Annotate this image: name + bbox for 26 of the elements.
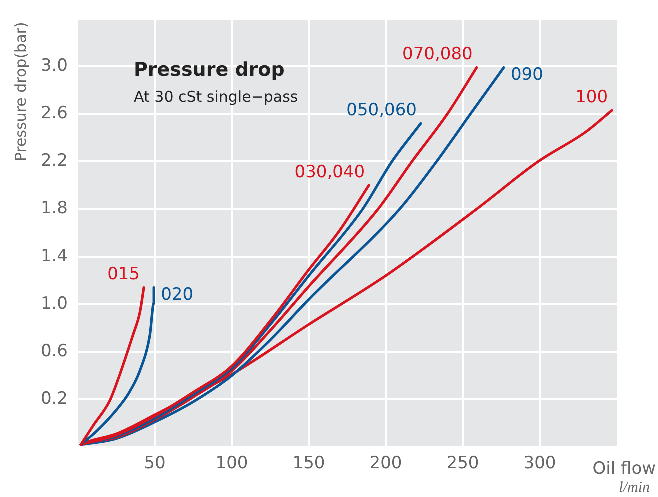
y-axis-title: Pressure drop(bar)	[12, 22, 30, 162]
y-tick-label: 3.0	[40, 56, 68, 76]
y-tick-label: 2.2	[40, 151, 68, 172]
y-tick-label: 0.6	[40, 341, 68, 362]
series-label: 070,080	[402, 44, 473, 65]
y-tick-label: 1.4	[40, 246, 68, 266]
series-label: 100	[576, 88, 608, 108]
y-tick-label: 1.0	[40, 294, 68, 314]
text: Pressure drop	[134, 59, 285, 81]
x-tick-label: 50	[144, 454, 166, 474]
series-label: 030,040	[294, 162, 366, 182]
series-label: 090	[510, 65, 544, 86]
x-axis-title: Oil flow	[592, 459, 656, 479]
x-tick-label: 100	[216, 454, 248, 474]
y-tick-label: 1.8	[40, 198, 68, 219]
x-tick-label: 200	[370, 454, 402, 474]
x-tick-label: 150	[292, 454, 326, 474]
series-label: 050,060	[346, 100, 417, 121]
text: l/min	[619, 480, 650, 496]
x-tick-label: 300	[524, 454, 556, 474]
y-tick-label: 2.6	[40, 104, 68, 124]
series-label: 015	[108, 264, 140, 285]
series-label: 020	[161, 285, 194, 306]
y-tick-label: 0.2	[40, 389, 68, 410]
x-tick-label: 250	[446, 454, 480, 474]
text: At 30 cSt single−pass	[134, 88, 298, 106]
